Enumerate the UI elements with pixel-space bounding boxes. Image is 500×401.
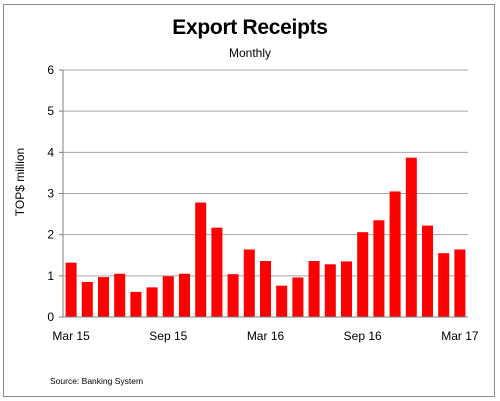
- bar-aug-15: [146, 287, 158, 317]
- bar-series: [65, 157, 466, 317]
- bar-may-16: [292, 277, 304, 317]
- bar-nov-15: [195, 202, 207, 317]
- x-tick-label: Mar 16: [247, 329, 285, 343]
- bar-apr-16: [276, 285, 288, 317]
- axes: [59, 69, 468, 318]
- bar-jan-17: [421, 225, 434, 317]
- bar-dec-16: [405, 157, 417, 317]
- y-tick-label: 3: [47, 187, 54, 201]
- y-tick-label: 0: [47, 310, 54, 324]
- y-tick-label: 6: [47, 63, 54, 77]
- bar-sep-16: [357, 232, 369, 317]
- x-tick-labels: Mar 15 Sep 15 Mar 16 Sep 16 Mar 17: [52, 329, 478, 343]
- bar-mar-16: [259, 261, 272, 317]
- x-tick-label: Sep 15: [149, 329, 187, 343]
- x-tick-label: Mar 17: [441, 329, 479, 343]
- y-tick-label: 4: [47, 145, 54, 159]
- y-tick-labels: 0 1 2 3 4 5 6: [47, 63, 54, 324]
- x-tick-label: Mar 15: [52, 329, 90, 343]
- bar-jun-15: [114, 273, 126, 317]
- chart-title: Export Receipts: [172, 16, 328, 39]
- bar-jan-16: [227, 274, 239, 317]
- bar-may-15: [97, 277, 110, 317]
- bar-nov-16: [389, 191, 401, 317]
- bar-mar-17: [454, 249, 466, 317]
- y-tick-label: 2: [47, 228, 54, 242]
- bar-dec-15: [211, 227, 223, 317]
- y-tick-label: 5: [47, 104, 54, 118]
- bar-jun-16: [308, 261, 320, 317]
- bar-feb-17: [438, 253, 450, 317]
- source-note: Source: Banking System: [50, 376, 144, 386]
- bar-mar-15: [65, 262, 77, 317]
- bar-jul-15: [130, 291, 142, 317]
- bar-apr-15: [81, 282, 93, 317]
- chart-subtitle: Monthly: [228, 46, 272, 60]
- bar-oct-16: [373, 220, 385, 317]
- bar-feb-16: [243, 249, 255, 317]
- bar-jul-16: [324, 264, 336, 317]
- bar-sep-15: [162, 276, 174, 317]
- x-tick-label: Sep 16: [344, 329, 382, 343]
- bar-oct-15: [178, 273, 191, 317]
- bar-aug-16: [340, 261, 353, 317]
- y-tick-label: 1: [47, 269, 54, 283]
